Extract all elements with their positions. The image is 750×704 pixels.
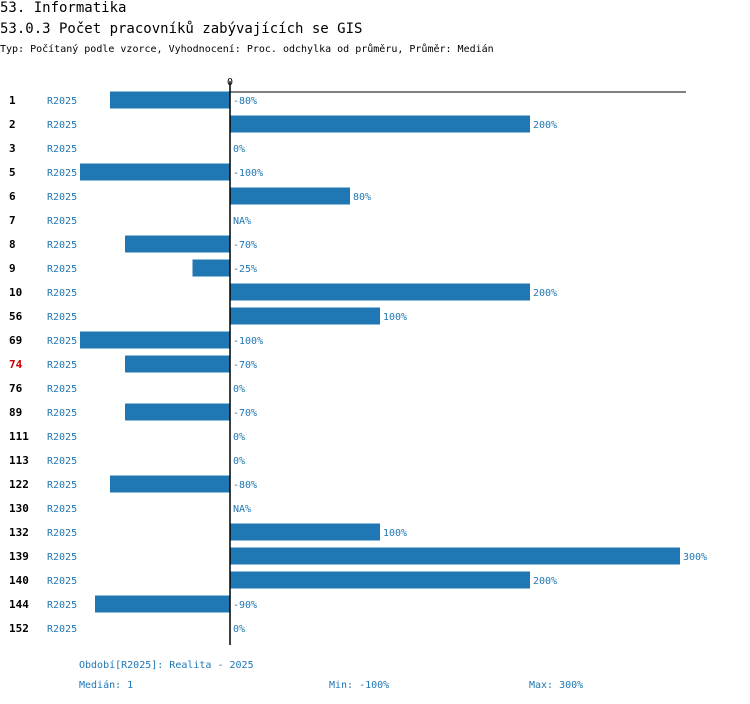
footer-median: Medián: 1 (79, 680, 134, 691)
series-label: R2025 (47, 624, 77, 635)
series-label: R2025 (47, 600, 77, 611)
row-label: 139 (9, 550, 29, 563)
row-label: 111 (9, 430, 29, 443)
value-label: 100% (383, 528, 407, 539)
bar (230, 187, 350, 205)
value-label: -25% (233, 264, 257, 275)
series-label: R2025 (47, 120, 77, 131)
value-label: -70% (233, 360, 257, 371)
section-title: 53. Informatika (0, 0, 127, 16)
footer-max: Max: 300% (529, 680, 584, 691)
chart-rows: 1 R2025 -80% 2 R2025 200% 3 R2025 0% 5 R2025 -100% 6… (9, 91, 707, 635)
series-label: R2025 (47, 264, 77, 275)
row-label: 7 (9, 214, 16, 227)
series-label: R2025 (47, 504, 77, 515)
row-label: 122 (9, 478, 29, 491)
value-label: NA% (233, 504, 251, 515)
bar (110, 91, 230, 109)
series-label: R2025 (47, 576, 77, 587)
bar (230, 523, 380, 541)
row-label: 74 (9, 358, 23, 371)
series-label: R2025 (47, 312, 77, 323)
series-label: R2025 (47, 336, 77, 347)
value-label: -70% (233, 240, 257, 251)
row-label: 132 (9, 526, 29, 539)
value-label: 200% (533, 576, 557, 587)
value-label: -80% (233, 96, 257, 107)
row-label: 3 (9, 142, 16, 155)
value-label: -100% (233, 168, 263, 179)
value-label: NA% (233, 216, 251, 227)
row-label: 5 (9, 166, 16, 179)
bar (230, 115, 530, 133)
value-label: 300% (683, 552, 707, 563)
value-label: 0% (233, 144, 245, 155)
row-label: 152 (9, 622, 29, 635)
value-label: 0% (233, 456, 245, 467)
bar (230, 547, 680, 565)
row-label: 56 (9, 310, 23, 323)
value-label: 0% (233, 624, 245, 635)
value-label: -80% (233, 480, 257, 491)
value-label: -90% (233, 600, 257, 611)
bar (125, 355, 230, 373)
row-label: 1 (9, 94, 16, 107)
row-label: 8 (9, 238, 16, 251)
series-label: R2025 (47, 240, 77, 251)
series-label: R2025 (47, 456, 77, 467)
value-label: 200% (533, 288, 557, 299)
bar (80, 163, 230, 181)
row-label: 89 (9, 406, 22, 419)
footer-period: Období[R2025]: Realita - 2025 (79, 660, 254, 671)
value-label: 100% (383, 312, 407, 323)
row-label: 69 (9, 334, 22, 347)
row-label: 130 (9, 502, 29, 515)
bar (230, 307, 380, 325)
row-label: 6 (9, 190, 16, 203)
bar (110, 475, 230, 493)
row-label: 9 (9, 262, 16, 275)
series-label: R2025 (47, 552, 77, 563)
value-label: -70% (233, 408, 257, 419)
series-label: R2025 (47, 144, 77, 155)
series-label: R2025 (47, 168, 77, 179)
bar (192, 259, 230, 277)
row-label: 144 (9, 598, 29, 611)
bar-chart: 1 R2025 -80% 2 R2025 200% 3 R2025 0% 5 R2025 -100% 6… (9, 77, 707, 645)
footer-min: Min: -100% (329, 680, 390, 691)
row-label: 113 (9, 454, 29, 467)
bar (95, 595, 230, 613)
bar (125, 235, 230, 253)
row-label: 10 (9, 286, 22, 299)
value-label: 0% (233, 432, 245, 443)
value-label: -100% (233, 336, 263, 347)
row-label: 76 (9, 382, 23, 395)
row-label: 140 (9, 574, 29, 587)
bar (125, 403, 230, 421)
value-label: 200% (533, 120, 557, 131)
value-label: 80% (353, 192, 371, 203)
series-label: R2025 (47, 432, 77, 443)
chart-title: 53.0.3 Počet pracovníků zabývajících se … (0, 21, 363, 37)
series-label: R2025 (47, 384, 77, 395)
series-label: R2025 (47, 408, 77, 419)
series-label: R2025 (47, 288, 77, 299)
series-label: R2025 (47, 360, 77, 371)
value-label: 0% (233, 384, 245, 395)
chart-subtitle: Typ: Počítaný podle vzorce, Vyhodnocení:… (0, 44, 494, 55)
bar (230, 571, 530, 589)
series-label: R2025 (47, 96, 77, 107)
series-label: R2025 (47, 480, 77, 491)
bar (80, 331, 230, 349)
row-label: 2 (9, 118, 16, 131)
zero-tick-label: 0 (227, 77, 233, 88)
series-label: R2025 (47, 216, 77, 227)
bar (230, 283, 530, 301)
series-label: R2025 (47, 528, 77, 539)
series-label: R2025 (47, 192, 77, 203)
